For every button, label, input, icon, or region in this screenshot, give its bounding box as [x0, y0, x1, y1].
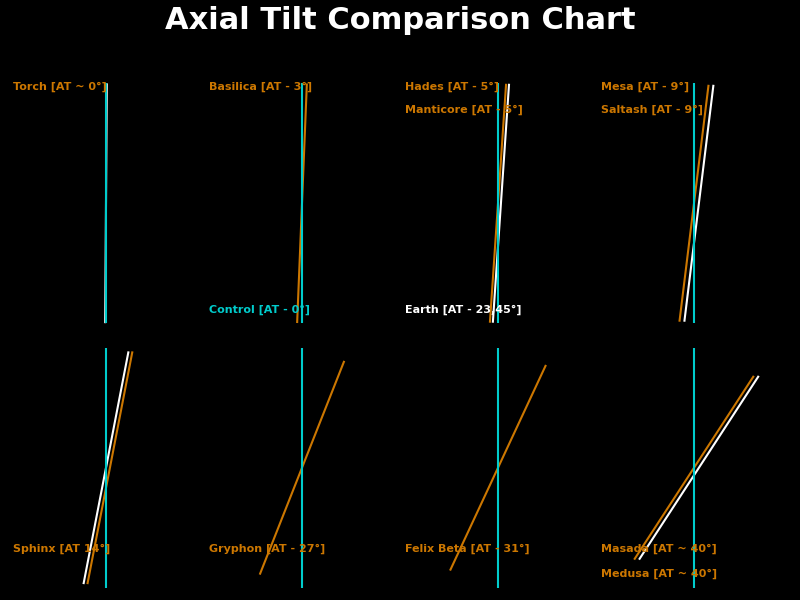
Text: Manticore [AT - 5°]: Manticore [AT - 5°] [405, 105, 522, 115]
Text: Mesa [AT - 9°]: Mesa [AT - 9°] [601, 82, 689, 92]
Text: Axial Tilt Comparison Chart: Axial Tilt Comparison Chart [165, 6, 635, 35]
Text: Control [AT - 0°]: Control [AT - 0°] [209, 304, 310, 314]
Text: Earth [AT - 23,45°]: Earth [AT - 23,45°] [405, 304, 522, 314]
Text: Basilica [AT - 3°]: Basilica [AT - 3°] [209, 82, 312, 92]
Text: Gryphon [AT - 27°]: Gryphon [AT - 27°] [209, 544, 325, 554]
Text: Masada [AT ~ 40°]: Masada [AT ~ 40°] [601, 544, 717, 554]
Text: Hades [AT - 5°]: Hades [AT - 5°] [405, 82, 499, 92]
Text: Sphinx [AT 14°]: Sphinx [AT 14°] [13, 544, 110, 554]
Text: Torch [AT ~ 0°]: Torch [AT ~ 0°] [13, 82, 106, 92]
Text: Saltash [AT - 9°]: Saltash [AT - 9°] [601, 105, 703, 115]
Text: Felix Beta [AT - 31°]: Felix Beta [AT - 31°] [405, 544, 530, 554]
Text: Medusa [AT ~ 40°]: Medusa [AT ~ 40°] [601, 569, 717, 579]
